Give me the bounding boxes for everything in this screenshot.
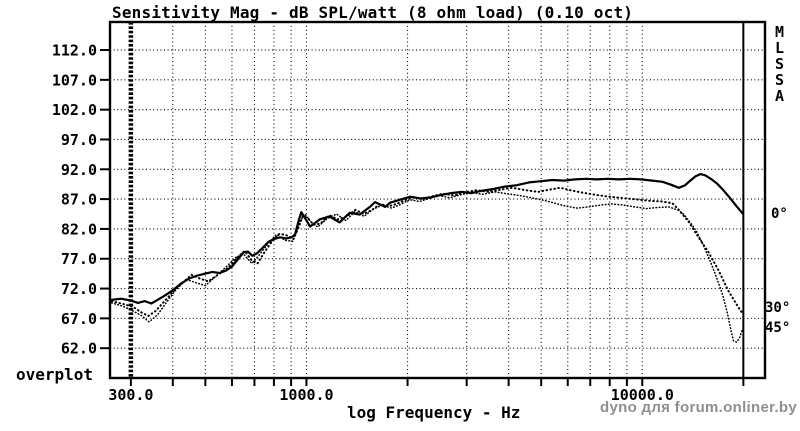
app-name-letter: S (775, 71, 785, 89)
curve-30deg (110, 186, 744, 317)
app-name-letter: S (775, 55, 785, 73)
app-name-letter: A (775, 87, 785, 105)
y-axis-tick-label: 67.0 (61, 310, 97, 328)
curve-45deg (110, 191, 744, 343)
y-axis-tick-label: 87.0 (61, 191, 97, 209)
y-axis-tick-label: 97.0 (61, 131, 97, 149)
y-axis-tick-label: 112.0 (52, 42, 97, 60)
y-axis-tick-label: 77.0 (61, 250, 97, 268)
y-axis-tick-label: 82.0 (61, 220, 97, 238)
app-name-letter: M (775, 23, 785, 41)
overplot-label: overplot (16, 365, 94, 384)
curve-label-30deg: 30° (765, 300, 791, 316)
plot-border (108, 20, 767, 380)
app-name-letter: L (775, 39, 785, 57)
x-axis-tick-label: 10000.0 (610, 386, 674, 404)
x-axis-tick-label: 1000.0 (279, 386, 334, 404)
chart-title: Sensitivity Mag - dB SPL/watt (8 ohm loa… (112, 3, 634, 22)
x-axis-tick-label: 300.0 (108, 386, 154, 404)
watermark: dyno для forum.onliner.by (600, 399, 797, 416)
y-axis-tick-label: 92.0 (61, 161, 97, 179)
curve-label-0deg: 0° (771, 206, 788, 222)
curve-0deg (110, 173, 744, 305)
x-axis-title: log Frequency - Hz (347, 403, 521, 422)
y-axis-tick-label: 62.0 (61, 340, 97, 358)
y-axis-tick-label: 102.0 (52, 101, 97, 119)
y-axis-tick-label: 107.0 (52, 71, 97, 89)
y-axis-tick-label: 72.0 (61, 280, 97, 298)
curve-label-45deg: 45° (765, 320, 791, 336)
